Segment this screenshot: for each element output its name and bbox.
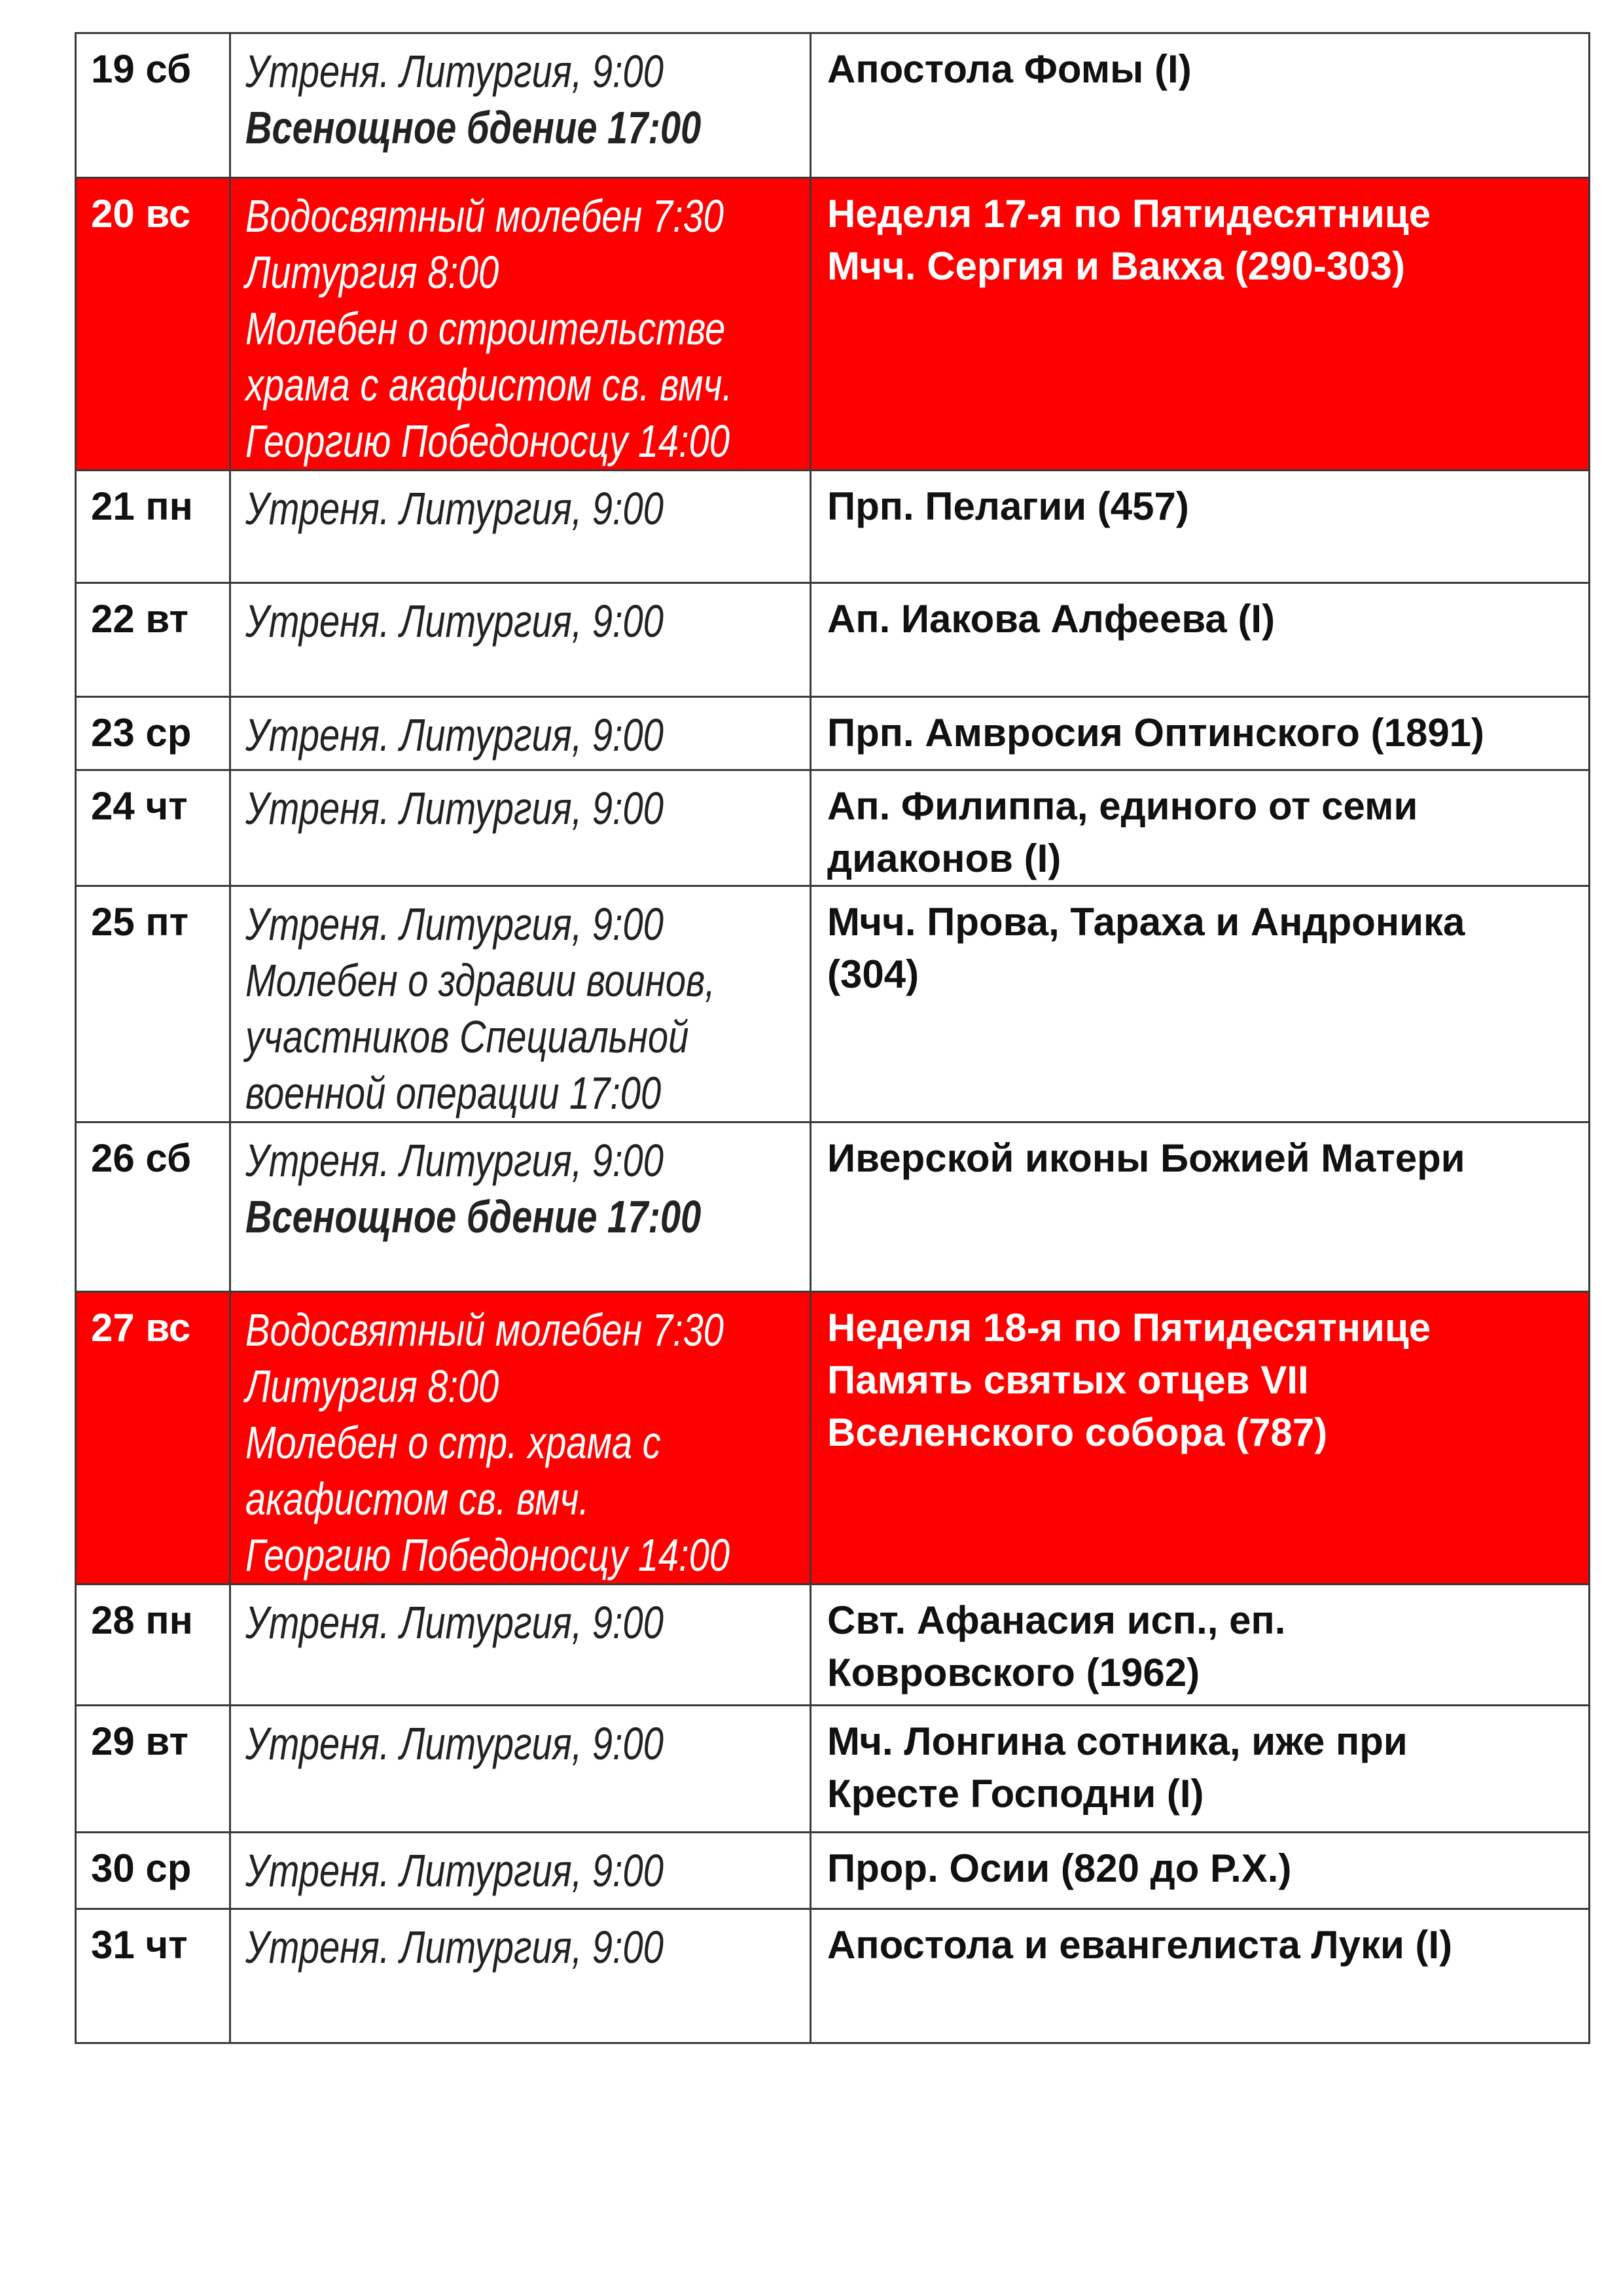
- service-line: Литургия 8:00: [245, 247, 499, 298]
- service-line: Утреня. Литургия, 9:00: [245, 1718, 664, 1769]
- service-line: Водосвятный молебен 7:30: [245, 190, 724, 242]
- day-cell: 29 вт: [75, 1704, 231, 1833]
- feast-line: Мчч. Сергия и Вакха (290-303): [827, 244, 1405, 288]
- service-line: Молебен о стр. храма с: [245, 1417, 661, 1468]
- schedule-row: 21 пн Утреня. Литургия, 9:00 Прп. Пелагии …: [75, 469, 1590, 584]
- services-cell: Утреня. Литургия, 9:00: [229, 696, 812, 771]
- feast-cell: Апостола и евангелиста Луки (I): [810, 1908, 1590, 2044]
- feast-line: Неделя 18-я по Пятидесятнице: [827, 1306, 1431, 1350]
- feast-cell: Неделя 17-я по Пятидесятнице Мчч. Сергия …: [810, 177, 1590, 471]
- services-cell: Утреня. Литургия, 9:00: [229, 1704, 812, 1833]
- feast-line: Ап. Иакова Алфеева (I): [827, 597, 1275, 641]
- feast-line: Ап. Филиппа, единого от семи: [827, 784, 1418, 828]
- schedule-row: 27 вс Водосвятный молебен 7:30 Литургия 8:…: [75, 1291, 1590, 1585]
- service-line: Утреня. Литургия, 9:00: [245, 1845, 664, 1896]
- service-line: участников Специальной: [245, 1011, 689, 1062]
- feast-cell: Прор. Осии (820 до Р.Х.): [810, 1831, 1590, 1910]
- schedule-row: 22 вт Утреня. Литургия, 9:00 Ап. Иакова Ал…: [75, 582, 1590, 698]
- service-line: Утреня. Литургия, 9:00: [245, 596, 664, 647]
- feast-cell: Ап. Филиппа, единого от семи диаконов (I): [810, 769, 1590, 887]
- feast-cell: Апостола Фомы (I): [810, 32, 1590, 179]
- service-line: Литургия 8:00: [245, 1361, 499, 1412]
- day-cell: 25 пт: [75, 885, 231, 1123]
- services-cell: Утреня. Литургия, 9:00: [229, 1908, 812, 2044]
- service-line: Утреня. Литургия, 9:00: [245, 1597, 664, 1648]
- feast-line: Апостола и евангелиста Луки (I): [827, 1923, 1453, 1967]
- feast-cell: Иверской иконы Божией Матери: [810, 1121, 1590, 1293]
- feast-line: Иверской иконы Божией Матери: [827, 1136, 1465, 1180]
- service-line: Утреня. Литургия, 9:00: [245, 1922, 664, 1973]
- service-line: Утреня. Литургия, 9:00: [245, 483, 664, 534]
- service-line: Утреня. Литургия, 9:00: [245, 783, 664, 834]
- schedule-row: 19 сб Утреня. Литургия, 9:00 Всенощное бде…: [75, 32, 1590, 179]
- service-line: Водосвятный молебен 7:30: [245, 1304, 724, 1355]
- service-line: Утреня. Литургия, 9:00: [245, 1135, 664, 1186]
- service-line: Всенощное бдение 17:00: [245, 102, 702, 153]
- schedule-row: 30 ср Утреня. Литургия, 9:00 Прор. Осии (8…: [75, 1831, 1590, 1910]
- services-cell: Утреня. Литургия, 9:00 Всенощное бдение 1…: [229, 32, 812, 179]
- services-cell: Утреня. Литургия, 9:00: [229, 1831, 812, 1910]
- schedule-row: 29 вт Утреня. Литургия, 9:00 Мч. Лонгина с…: [75, 1704, 1590, 1833]
- feast-cell: Прп. Амвросия Оптинского (1891): [810, 696, 1590, 771]
- services-cell: Утреня. Литургия, 9:00: [229, 582, 812, 698]
- services-cell: Утреня. Литургия, 9:00: [229, 769, 812, 887]
- services-cell: Утреня. Литургия, 9:00: [229, 469, 812, 584]
- feast-cell: Мчч. Прова, Тараха и Андроника (304): [810, 885, 1590, 1123]
- feast-cell: Прп. Пелагии (457): [810, 469, 1590, 584]
- feast-line: Память святых отцев VII: [827, 1358, 1309, 1402]
- service-line: акафистом св. вмч.: [245, 1473, 590, 1524]
- day-cell: 24 чт: [75, 769, 231, 887]
- service-line: Молебен о строительстве: [245, 303, 726, 354]
- day-cell: 26 сб: [75, 1121, 231, 1293]
- services-cell: Водосвятный молебен 7:30 Литургия 8:00 Мол…: [229, 1291, 812, 1585]
- schedule-row: 24 чт Утреня. Литургия, 9:00 Ап. Филиппа, …: [75, 769, 1590, 887]
- day-cell: 28 пн: [75, 1583, 231, 1706]
- feast-line: Свт. Афанасия исп., еп.: [827, 1598, 1286, 1642]
- service-line: Георгию Победоносцу 14:00: [245, 1530, 730, 1581]
- feast-cell: Свт. Афанасия исп., еп. Ковровского (1962…: [810, 1583, 1590, 1706]
- feast-line: диаконов (I): [827, 836, 1061, 880]
- schedule-row: 26 сб Утреня. Литургия, 9:00 Всенощное бде…: [75, 1121, 1590, 1293]
- service-line: Георгию Победоносцу 14:00: [245, 416, 730, 467]
- day-cell: 30 ср: [75, 1831, 231, 1910]
- schedule-row: 28 пн Утреня. Литургия, 9:00 Свт. Афанасия…: [75, 1583, 1590, 1706]
- service-line: храма с акафистом св. вмч.: [245, 359, 732, 410]
- services-cell: Водосвятный молебен 7:30 Литургия 8:00 Мол…: [229, 177, 812, 471]
- feast-line: Кресте Господни (I): [827, 1772, 1204, 1816]
- service-line: Утреня. Литургия, 9:00: [245, 46, 664, 97]
- feast-line: Апостола Фомы (I): [827, 47, 1192, 91]
- feast-cell: Неделя 18-я по Пятидесятнице Память святы…: [810, 1291, 1590, 1585]
- feast-line: Ковровского (1962): [827, 1651, 1200, 1695]
- schedule-row: 31 чт Утреня. Литургия, 9:00 Апостола и ев…: [75, 1908, 1590, 2044]
- day-cell: 19 сб: [75, 32, 231, 179]
- feast-line: Мч. Лонгина сотника, иже при: [827, 1719, 1408, 1763]
- schedule-row: 23 ср Утреня. Литургия, 9:00 Прп. Амвросия…: [75, 696, 1590, 771]
- day-cell: 21 пн: [75, 469, 231, 584]
- feast-cell: Ап. Иакова Алфеева (I): [810, 582, 1590, 698]
- day-cell: 27 вс: [75, 1291, 231, 1585]
- service-line: Молебен о здравии воинов,: [245, 955, 715, 1006]
- schedule-table: 19 сб Утреня. Литургия, 9:00 Всенощное бде…: [75, 32, 1590, 2044]
- feast-line: Вселенского собора (787): [827, 1410, 1328, 1454]
- feast-cell: Мч. Лонгина сотника, иже при Кресте Госпо…: [810, 1704, 1590, 1833]
- feast-line: Прп. Пелагии (457): [827, 484, 1189, 528]
- feast-line: (304): [827, 952, 919, 996]
- feast-line: Прор. Осии (820 до Р.Х.): [827, 1846, 1292, 1890]
- services-cell: Утреня. Литургия, 9:00 Молебен о здравии …: [229, 885, 812, 1123]
- day-cell: 20 вс: [75, 177, 231, 471]
- day-cell: 22 вт: [75, 582, 231, 698]
- service-line: Утреня. Литургия, 9:00: [245, 899, 664, 950]
- services-cell: Утреня. Литургия, 9:00 Всенощное бдение 1…: [229, 1121, 812, 1293]
- feast-line: Прп. Амвросия Оптинского (1891): [827, 711, 1485, 755]
- day-cell: 31 чт: [75, 1908, 231, 2044]
- service-line: военной операции 17:00: [245, 1067, 662, 1119]
- feast-line: Неделя 17-я по Пятидесятнице: [827, 192, 1431, 236]
- service-line: Утреня. Литургия, 9:00: [245, 709, 664, 761]
- service-line: Всенощное бдение 17:00: [245, 1191, 702, 1242]
- schedule-row: 25 пт Утреня. Литургия, 9:00 Молебен о здр…: [75, 885, 1590, 1123]
- services-cell: Утреня. Литургия, 9:00: [229, 1583, 812, 1706]
- day-cell: 23 ср: [75, 696, 231, 771]
- schedule-row: 20 вс Водосвятный молебен 7:30 Литургия 8:…: [75, 177, 1590, 471]
- feast-line: Мчч. Прова, Тараха и Андроника: [827, 900, 1465, 944]
